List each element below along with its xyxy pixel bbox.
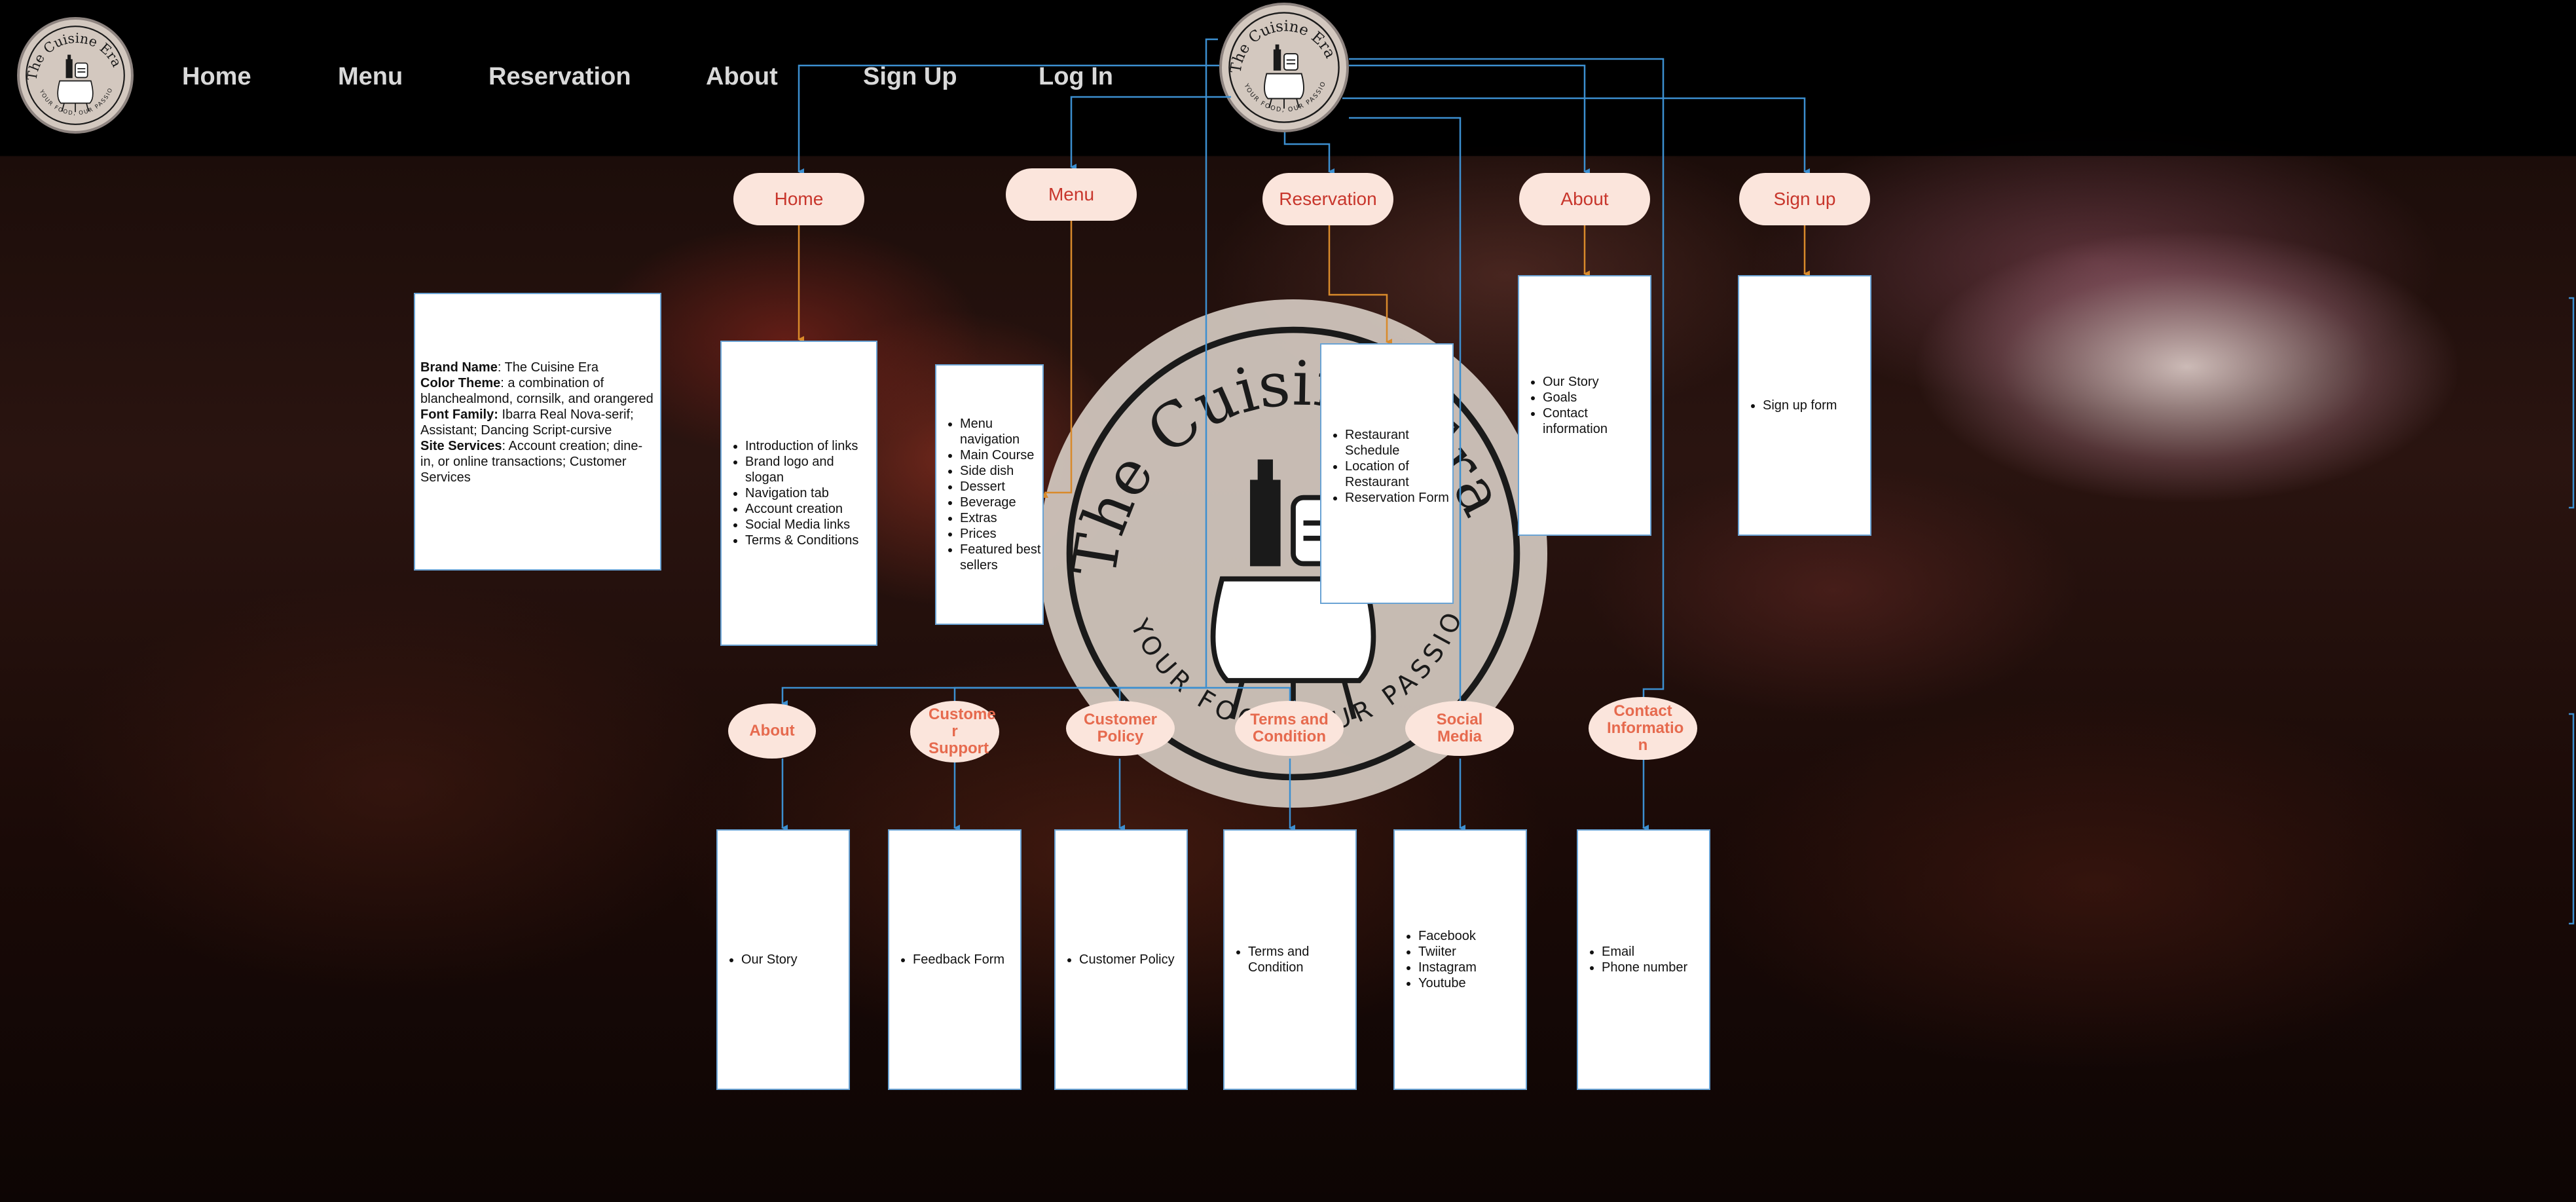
node-customer-policy-label: Customer Policy xyxy=(1083,711,1158,745)
list-item: Restaurant Schedule xyxy=(1345,427,1452,459)
card-customer-policy: Customer Policy xyxy=(1054,829,1188,1090)
card-contact-information: Email Phone number xyxy=(1577,829,1710,1090)
font-family-label: Font Family: xyxy=(420,407,498,422)
list-item: Side dish xyxy=(960,463,1042,479)
list-item: Social Media links xyxy=(745,517,876,533)
node-footer-about[interactable]: About xyxy=(728,704,816,759)
list-item: Menu navigation xyxy=(960,416,1042,447)
node-social-media-label: Social Media xyxy=(1436,711,1483,745)
node-terms-and-condition-label: Terms and Condition xyxy=(1250,711,1329,745)
list-item: Sign up form xyxy=(1763,398,1837,413)
list-item: Phone number xyxy=(1602,960,1687,975)
list-item: Prices xyxy=(960,526,1042,542)
nav-log-in[interactable]: Log In xyxy=(1039,63,1113,90)
node-footer-about-label: About xyxy=(749,722,795,740)
list-item: Our Story xyxy=(741,952,798,967)
node-reservation-label: Reservation xyxy=(1279,189,1377,209)
list-item: Featured best sellers xyxy=(960,542,1042,573)
card-reservation: Restaurant Schedule Location of Restaura… xyxy=(1320,343,1454,604)
node-home[interactable]: Home xyxy=(733,173,864,225)
brand-info-card: Brand Name: The Cuisine Era Color Theme:… xyxy=(414,293,661,571)
nav-menu[interactable]: Menu xyxy=(338,63,403,90)
list-item: Terms & Conditions xyxy=(745,533,876,548)
list-item: Extras xyxy=(960,510,1042,526)
node-about-label: About xyxy=(1560,189,1609,209)
nav-sign-up[interactable]: Sign Up xyxy=(863,63,957,90)
list-item: Brand logo and slogan xyxy=(745,454,876,485)
site-services-label: Site Services xyxy=(420,439,502,453)
site-services-value: : Account creation; dine-in, or online t… xyxy=(420,439,643,485)
nav-reservation[interactable]: Reservation xyxy=(488,63,631,90)
node-menu-label: Menu xyxy=(1048,184,1095,204)
list-item: Beverage xyxy=(960,495,1042,510)
list-item: Terms and Condition xyxy=(1248,944,1355,975)
list-item: Navigation tab xyxy=(745,485,876,501)
list-item: Twiiter xyxy=(1418,944,1477,960)
brand-name-value: : The Cuisine Era xyxy=(497,360,598,375)
card-footer-about: Our Story xyxy=(716,829,850,1090)
node-reservation[interactable]: Reservation xyxy=(1262,173,1393,225)
node-menu[interactable]: Menu xyxy=(1006,168,1137,221)
node-contact-information-label: Contact Informatio n xyxy=(1607,702,1684,754)
list-item: Instagram xyxy=(1418,960,1477,975)
brand-name-label: Brand Name xyxy=(420,360,498,375)
logo-ring xyxy=(1066,326,1520,781)
node-about[interactable]: About xyxy=(1519,173,1650,225)
logo-ring xyxy=(1228,12,1340,123)
card-about: Our Story Goals Contact information xyxy=(1518,275,1651,536)
list-item: Introduction of links xyxy=(745,438,876,454)
logo-ring xyxy=(26,26,125,125)
node-customer-support[interactable]: Custome r Support xyxy=(910,701,999,762)
card-menu: Menu navigation Main Course Side dish De… xyxy=(935,364,1044,625)
node-home-label: Home xyxy=(774,189,824,209)
node-sign-up-label: Sign up xyxy=(1773,189,1836,209)
card-social-media: Facebook Twiiter Instagram Youtube xyxy=(1393,829,1527,1090)
font-family-value: Ibarra Real Nova-serif; Assistant; Danci… xyxy=(420,407,634,438)
card-customer-support: Feedback Form xyxy=(888,829,1021,1090)
list-item: Reservation Form xyxy=(1345,490,1452,506)
list-item: Main Course xyxy=(960,447,1042,463)
node-contact-information[interactable]: Contact Informatio n xyxy=(1589,697,1697,760)
list-item: Location of Restaurant xyxy=(1345,459,1452,490)
color-theme-value: : a combination of blanchealmond, cornsi… xyxy=(420,376,653,406)
card-terms-and-condition: Terms and Condition xyxy=(1223,829,1357,1090)
nav-home[interactable]: Home xyxy=(182,63,251,90)
card-sign-up: Sign up form xyxy=(1738,275,1871,536)
node-customer-policy[interactable]: Customer Policy xyxy=(1066,701,1175,756)
list-item: Contact information xyxy=(1543,405,1650,437)
card-home: Introduction of links Brand logo and slo… xyxy=(720,341,877,646)
list-item: Account creation xyxy=(745,501,876,517)
list-item: Feedback Form xyxy=(913,952,1004,967)
list-item: Dessert xyxy=(960,479,1042,495)
list-item: Our Story xyxy=(1543,374,1650,390)
list-item: Goals xyxy=(1543,390,1650,405)
node-sign-up[interactable]: Sign up xyxy=(1739,173,1870,225)
node-terms-and-condition[interactable]: Terms and Condition xyxy=(1235,701,1344,756)
list-item: Youtube xyxy=(1418,975,1477,991)
node-social-media[interactable]: Social Media xyxy=(1405,701,1514,756)
nav-about[interactable]: About xyxy=(706,63,778,90)
list-item: Customer Policy xyxy=(1079,952,1175,967)
color-theme-label: Color Theme xyxy=(420,376,501,390)
logo-table-illustration xyxy=(57,54,94,113)
list-item: Email xyxy=(1602,944,1687,960)
logo-table-illustration xyxy=(1264,44,1304,109)
node-customer-support-label: Custome r Support xyxy=(929,705,996,757)
list-item: Facebook xyxy=(1418,928,1477,944)
